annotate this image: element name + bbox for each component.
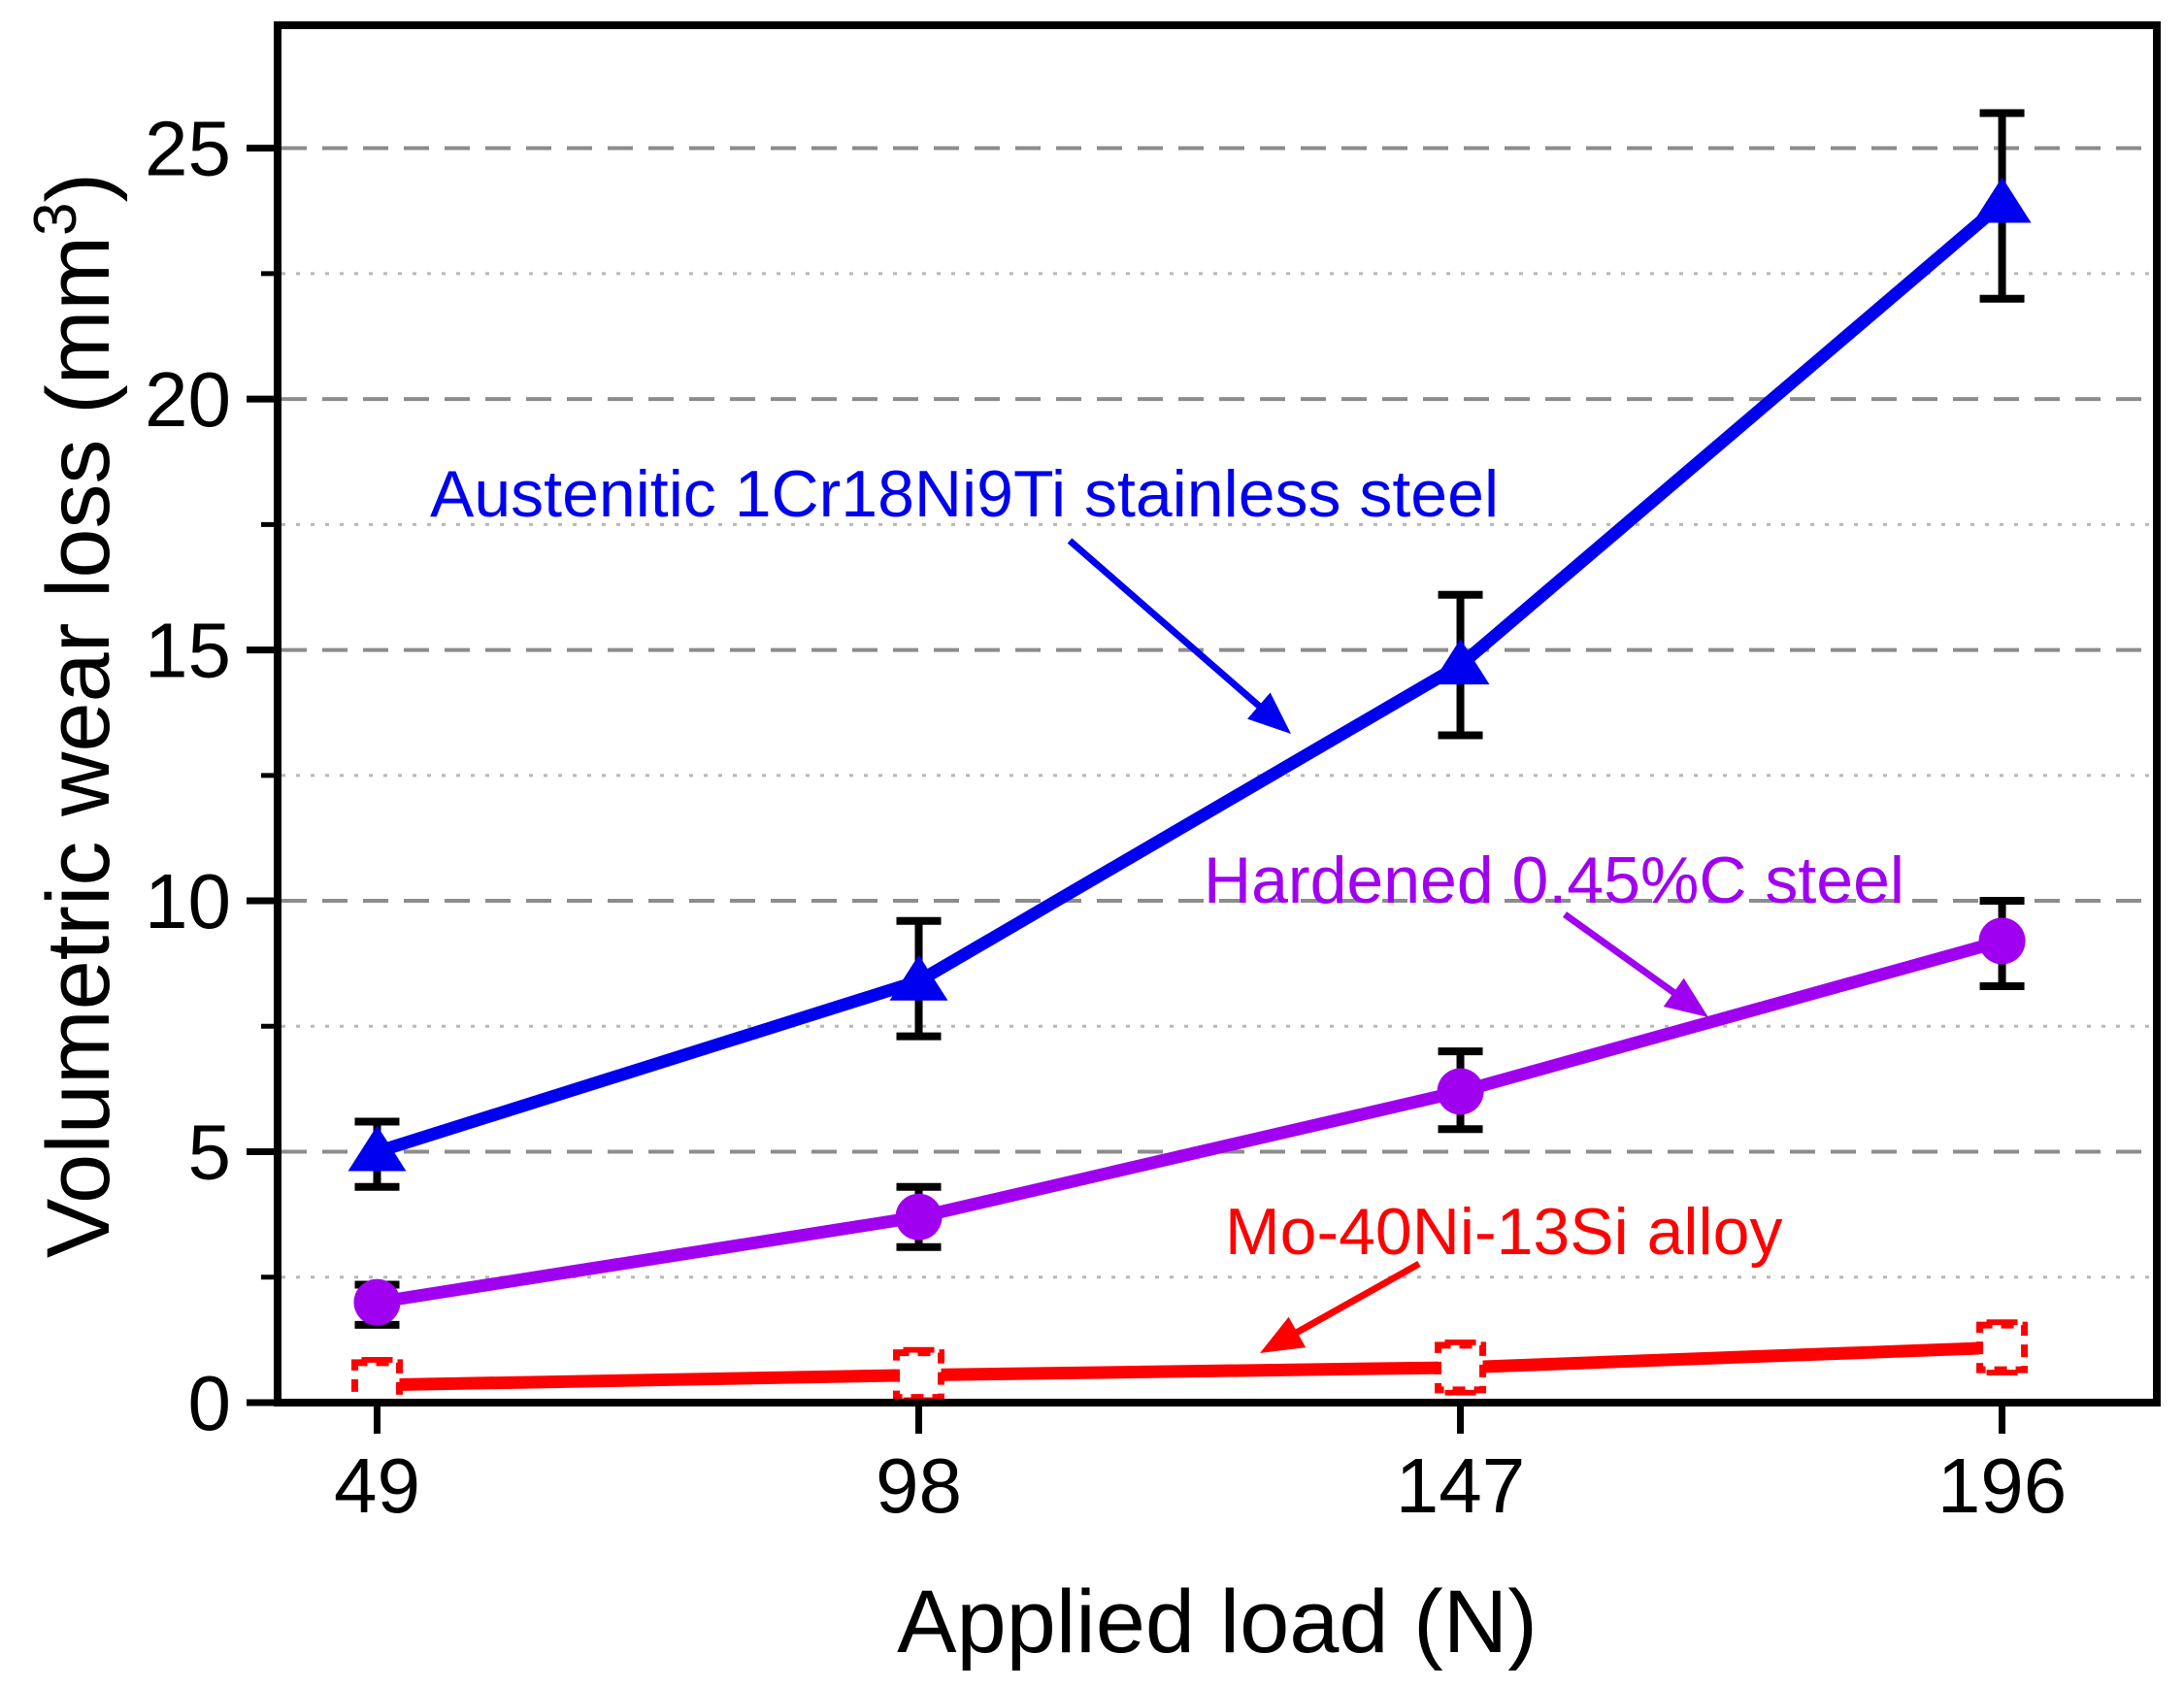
data-point-circle (895, 1193, 943, 1241)
series-line-0 (375, 198, 2006, 1158)
annotation-arrows (1067, 538, 1708, 1353)
y-tick-label: 25 (145, 106, 231, 192)
data-point-circle (1437, 1068, 1484, 1115)
y-tick-label: 0 (188, 1360, 232, 1446)
y-tick-label: 15 (145, 608, 231, 694)
data-point-square (893, 1349, 945, 1402)
data-point-triangle (1972, 177, 2032, 223)
annotation-arrow-line (1290, 1260, 1421, 1339)
x-axis-title: Applied load (N) (897, 1572, 1538, 1671)
annotation-arrow-line (1067, 538, 1266, 712)
data-layer (347, 109, 2032, 1403)
x-tick-label: 49 (334, 1442, 420, 1529)
tick-labels: 0 5 10 15 20 25 49 98 147 196 (145, 106, 2067, 1529)
x-tick-label: 147 (1396, 1442, 1525, 1529)
annotation-hardened-steel: Hardened 0.45%C steel (1204, 844, 1904, 917)
annotation-mo-alloy: Mo-40Ni-13Si alloy (1225, 1195, 1782, 1269)
data-point-square (1976, 1321, 2029, 1374)
annotation-austenitic-steel: Austenitic 1Cr18Ni9Ti stainless steel (430, 457, 1499, 531)
y-tick-label: 5 (188, 1109, 232, 1196)
gridlines (281, 146, 2151, 1279)
data-point-square (1435, 1341, 1487, 1394)
x-tick-label: 196 (1937, 1442, 2067, 1529)
x-tick-label: 98 (876, 1442, 962, 1529)
data-point-triangle (1431, 639, 1490, 685)
axes-and-ticks (247, 21, 2161, 1434)
series-line-2 (377, 1340, 2002, 1392)
data-point-circle (1978, 917, 2026, 965)
annotation-arrowhead (1663, 977, 1708, 1017)
plot-frame (274, 21, 2161, 1407)
annotation-arrow-line (1562, 911, 1681, 999)
series-line-1 (376, 935, 2004, 1309)
data-point-triangle (347, 1125, 407, 1172)
data-point-circle (353, 1278, 401, 1326)
y-tick-label: 10 (145, 858, 231, 944)
y-tick-label: 20 (145, 356, 231, 443)
annotation-arrowhead (1247, 692, 1291, 734)
y-axis-title: Volumetric wear loss (mm3) (22, 173, 128, 1258)
annotation-arrowhead (1260, 1316, 1307, 1353)
data-point-square (350, 1359, 403, 1403)
data-point-triangle (889, 954, 948, 1001)
